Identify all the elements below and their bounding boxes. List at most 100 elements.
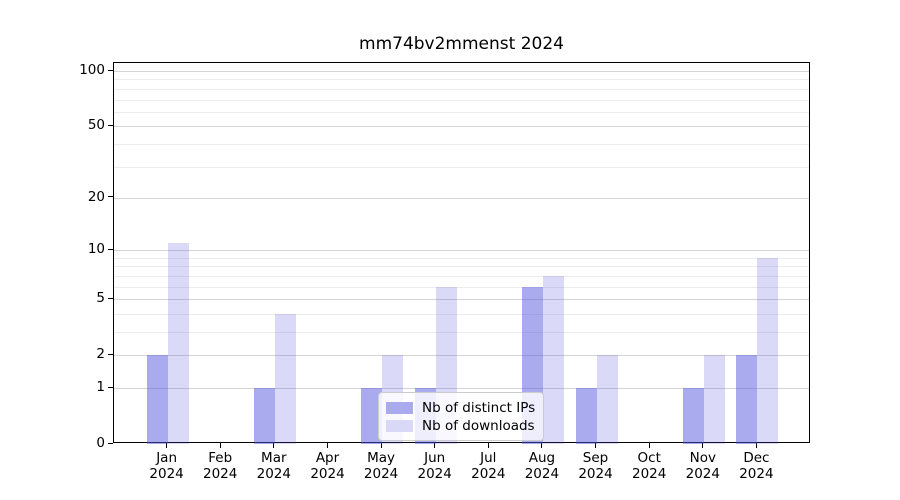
legend-swatch-downloads: [386, 419, 413, 432]
gridline-minor-3: [114, 332, 809, 333]
x-tick-year: 2024: [524, 465, 560, 482]
y-tick-mark-0: [108, 442, 113, 444]
gridline-minor-90: [114, 79, 809, 81]
y-tick-mark-10: [108, 248, 113, 250]
bar-nb-of-downloads-sep: [596, 355, 618, 444]
y-tick-label-2: 2: [96, 346, 105, 363]
x-tick-year: 2024: [363, 465, 399, 482]
bar-nb-of-downloads-aug: [542, 275, 564, 444]
bar-nb-of-distinct-ips-mar: [253, 388, 275, 444]
x-tick-month: Aug: [528, 450, 556, 466]
x-tick-month: Mar: [261, 450, 287, 466]
gridline-major-20: [114, 197, 809, 199]
x-tick-label-oct: Oct 2024: [617, 450, 681, 482]
x-tick-month: Jun: [424, 450, 446, 466]
gridline-minor-6: [114, 286, 809, 288]
legend-row-distinct-ips: Nb of distinct IPs: [386, 399, 536, 416]
x-tick-month: Oct: [637, 450, 661, 466]
x-tick-year: 2024: [256, 465, 291, 482]
y-tick-label-1: 1: [96, 379, 105, 395]
x-tick-month: Sep: [582, 450, 609, 466]
y-tick-label-5: 5: [96, 290, 105, 307]
x-tick-mark-nov: [702, 443, 704, 448]
x-tick-month: Apr: [315, 450, 340, 466]
x-tick-year: 2024: [739, 465, 774, 482]
gridline-major-100: [114, 71, 809, 72]
y-tick-label-10: 10: [87, 241, 105, 258]
y-tick-mark-1: [108, 386, 113, 388]
y-tick-label-50: 50: [87, 117, 105, 134]
x-tick-mark-may: [380, 443, 382, 448]
x-tick-month: Nov: [689, 450, 716, 466]
x-tick-label-nov: Nov 2024: [671, 450, 735, 482]
x-tick-label-sep: Sep 2024: [564, 450, 628, 482]
y-tick-label-20: 20: [87, 188, 105, 205]
gridline-minor-7: [114, 275, 809, 277]
x-tick-month: Jul: [480, 450, 497, 466]
x-tick-mark-jun: [434, 443, 436, 448]
bar-nb-of-distinct-ips-jan: [146, 355, 168, 444]
x-tick-year: 2024: [310, 465, 345, 482]
y-tick-label-0: 0: [96, 435, 105, 451]
x-tick-label-mar: Mar 2024: [242, 450, 306, 482]
x-tick-mark-apr: [327, 443, 328, 448]
y-tick-mark-2: [108, 353, 113, 355]
gridline-minor-8: [114, 266, 809, 268]
x-tick-month: Dec: [743, 450, 770, 466]
x-tick-year: 2024: [203, 465, 238, 482]
x-tick-mark-sep: [595, 443, 596, 448]
x-tick-label-jan: Jan 2024: [135, 450, 199, 482]
x-tick-mark-aug: [541, 443, 543, 448]
gridline-minor-30: [114, 166, 809, 168]
x-tick-month: May: [367, 450, 396, 466]
plot-area: [113, 62, 810, 444]
y-tick-mark-5: [108, 297, 113, 299]
gridline-major-1: [114, 388, 809, 389]
x-tick-label-apr: Apr 2024: [296, 450, 360, 482]
legend-label-distinct-ips: Nb of distinct IPs: [422, 399, 536, 416]
x-tick-year: 2024: [417, 465, 452, 482]
x-tick-year: 2024: [471, 465, 506, 482]
x-tick-mark-mar: [273, 443, 275, 448]
legend-label-downloads: Nb of downloads: [422, 417, 535, 434]
y-tick-mark-20: [108, 196, 113, 198]
bar-nb-of-downloads-nov: [703, 355, 725, 444]
gridline-major-2: [114, 355, 809, 357]
x-tick-month: Feb: [208, 450, 233, 466]
x-tick-mark-feb: [219, 443, 221, 448]
gridline-major-50: [114, 126, 809, 128]
x-tick-label-feb: Feb 2024: [188, 450, 252, 482]
gridline-minor-9: [114, 257, 809, 259]
legend-swatch-distinct-ips: [386, 401, 413, 414]
bar-nb-of-distinct-ips-may: [361, 388, 383, 444]
legend: Nb of distinct IPs Nb of downloads: [378, 392, 544, 441]
bar-nb-of-distinct-ips-nov: [682, 388, 704, 444]
gridline-minor-70: [114, 99, 809, 101]
x-tick-mark-jan: [166, 443, 168, 448]
y-tick-mark-100: [108, 69, 113, 71]
y-tick-label-100: 100: [79, 62, 105, 78]
legend-row-downloads: Nb of downloads: [386, 417, 536, 434]
gridline-major-5: [114, 299, 809, 301]
x-tick-label-dec: Dec 2024: [724, 450, 788, 482]
x-tick-label-jul: Jul 2024: [456, 450, 520, 482]
gridline-minor-40: [114, 143, 809, 145]
x-tick-year: 2024: [632, 465, 667, 482]
x-tick-label-jun: Jun 2024: [403, 450, 467, 482]
bar-nb-of-distinct-ips-sep: [575, 388, 597, 444]
x-tick-mark-dec: [755, 443, 757, 448]
bar-nb-of-downloads-mar: [274, 313, 296, 444]
x-tick-label-aug: Aug 2024: [510, 450, 574, 482]
x-tick-label-may: May 2024: [349, 450, 413, 482]
x-tick-month: Jan: [156, 450, 177, 466]
gridline-minor-4: [114, 313, 809, 315]
x-tick-mark-jul: [487, 443, 489, 448]
gridline-major-10: [114, 250, 809, 252]
x-tick-year: 2024: [685, 465, 720, 482]
x-tick-year: 2024: [578, 465, 613, 482]
bar-nb-of-downloads-jan: [167, 243, 189, 444]
gridline-minor-60: [114, 111, 809, 113]
gridline-minor-80: [114, 88, 809, 90]
bar-nb-of-distinct-ips-dec: [736, 355, 758, 444]
